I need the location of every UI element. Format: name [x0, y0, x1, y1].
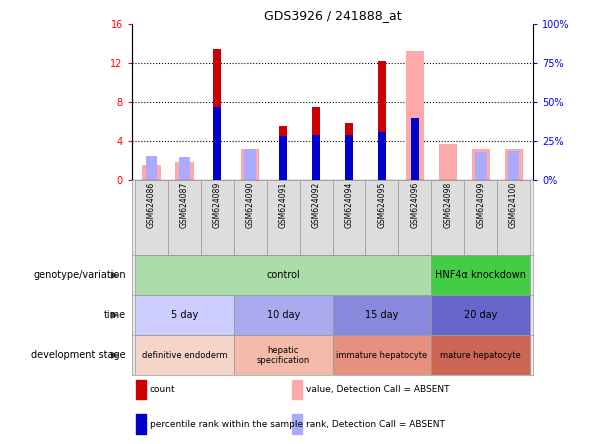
Bar [279, 127, 287, 180]
Bar [508, 151, 519, 180]
Bar [267, 180, 300, 255]
Bar [245, 149, 256, 180]
Text: 15 day: 15 day [365, 310, 398, 320]
Text: GSM624092: GSM624092 [311, 182, 321, 228]
Bar [135, 180, 168, 255]
Bar [471, 149, 490, 180]
Text: count: count [150, 385, 175, 394]
Bar [345, 135, 353, 180]
Text: HNF4α knockdown: HNF4α knockdown [435, 270, 526, 280]
Bar [333, 180, 365, 255]
Bar [378, 61, 386, 180]
Text: GSM624094: GSM624094 [345, 182, 354, 229]
Bar [365, 180, 398, 255]
Bar [234, 180, 267, 255]
Text: GSM624087: GSM624087 [180, 182, 189, 228]
Text: GSM624096: GSM624096 [410, 182, 419, 229]
Text: mature hepatocyte: mature hepatocyte [440, 351, 521, 360]
Bar [242, 149, 259, 180]
Bar [333, 295, 432, 335]
Text: 10 day: 10 day [267, 310, 300, 320]
Text: time: time [104, 310, 126, 320]
Text: immature hepatocyte: immature hepatocyte [337, 351, 427, 360]
Bar [432, 295, 530, 335]
Bar [411, 118, 419, 180]
Bar [168, 180, 201, 255]
Bar [135, 255, 432, 295]
Text: percentile rank within the sample: percentile rank within the sample [150, 420, 303, 428]
Text: 5 day: 5 day [171, 310, 198, 320]
Bar [234, 295, 333, 335]
Bar [142, 165, 161, 180]
Bar [406, 51, 424, 180]
Text: GSM624100: GSM624100 [509, 182, 518, 228]
Bar [475, 152, 487, 180]
Bar [213, 49, 221, 180]
Bar [497, 180, 530, 255]
Bar [464, 180, 497, 255]
Bar [398, 180, 432, 255]
Text: control: control [266, 270, 300, 280]
Text: GSM624091: GSM624091 [279, 182, 287, 228]
Text: 20 day: 20 day [464, 310, 497, 320]
Text: value, Detection Call = ABSENT: value, Detection Call = ABSENT [306, 385, 450, 394]
Bar [504, 149, 523, 180]
Bar [345, 123, 353, 180]
Bar [136, 380, 146, 399]
Title: GDS3926 / 241888_at: GDS3926 / 241888_at [264, 9, 402, 22]
Text: rank, Detection Call = ABSENT: rank, Detection Call = ABSENT [306, 420, 445, 428]
Bar [439, 144, 457, 180]
Text: genotype/variation: genotype/variation [33, 270, 126, 280]
Text: GSM624089: GSM624089 [213, 182, 222, 228]
Bar [178, 157, 190, 180]
Bar [432, 335, 530, 375]
Bar [292, 414, 302, 434]
Text: hepatic
specification: hepatic specification [257, 345, 310, 365]
Bar [300, 180, 332, 255]
Bar [135, 335, 234, 375]
Text: GSM624095: GSM624095 [378, 182, 386, 229]
Bar [135, 295, 234, 335]
Bar [175, 163, 194, 180]
Bar [279, 136, 287, 180]
Bar [432, 180, 464, 255]
Bar [378, 132, 386, 180]
Bar [234, 335, 333, 375]
Bar [312, 107, 320, 180]
Bar [312, 135, 320, 180]
Text: GSM624086: GSM624086 [147, 182, 156, 228]
Text: definitive endoderm: definitive endoderm [142, 351, 227, 360]
Bar [432, 255, 530, 295]
Bar [213, 107, 221, 180]
Text: development stage: development stage [31, 350, 126, 360]
Text: GSM624099: GSM624099 [476, 182, 485, 229]
Bar [146, 155, 158, 180]
Bar [136, 414, 146, 434]
Text: GSM624090: GSM624090 [246, 182, 255, 229]
Bar [333, 335, 432, 375]
Bar [201, 180, 234, 255]
Bar [292, 380, 302, 399]
Text: GSM624098: GSM624098 [443, 182, 452, 228]
